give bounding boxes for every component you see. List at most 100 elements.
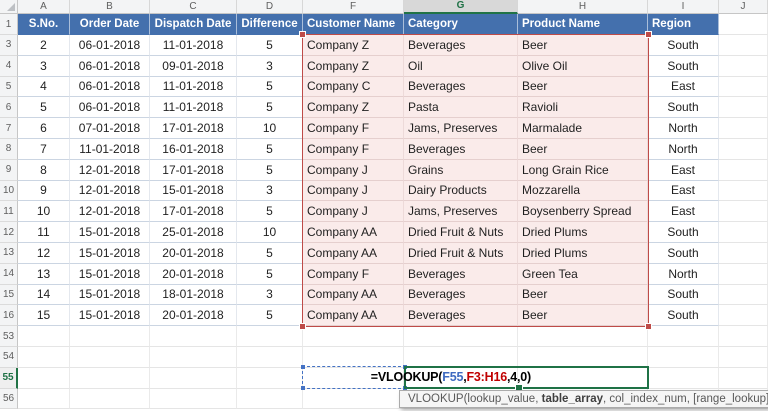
cell-J4[interactable] xyxy=(719,55,768,77)
cell-H5[interactable]: Beer xyxy=(518,76,648,98)
cell-D10[interactable]: 3 xyxy=(237,180,303,202)
cell-I12[interactable]: South xyxy=(648,222,719,243)
cell-F10[interactable]: Company J xyxy=(303,180,404,202)
cell-F11[interactable]: Company J xyxy=(303,201,404,223)
cell-B16[interactable]: 15-01-2018 xyxy=(70,305,150,327)
column-header-B[interactable]: B xyxy=(70,0,150,14)
cell-F13[interactable]: Company AA xyxy=(303,242,404,264)
cell-C4[interactable]: 09-01-2018 xyxy=(150,55,237,77)
formula-input[interactable]: =VLOOKUP(F55,F3:H16,4,0) xyxy=(295,367,531,388)
cell-B15[interactable]: 15-01-2018 xyxy=(70,284,150,306)
cell-A6[interactable]: 5 xyxy=(18,97,70,119)
row-header-14[interactable]: 14 xyxy=(0,263,18,285)
cell-G6[interactable]: Pasta xyxy=(404,97,518,119)
cell-D15[interactable]: 3 xyxy=(237,284,303,306)
cell-B55[interactable] xyxy=(70,367,150,389)
row-header-6[interactable]: 6 xyxy=(0,97,18,119)
cell-G16[interactable]: Beverages xyxy=(404,305,518,327)
cell-A5[interactable]: 4 xyxy=(18,76,70,98)
cell-H4[interactable]: Olive Oil xyxy=(518,55,648,77)
cell-C11[interactable]: 17-01-2018 xyxy=(150,201,237,223)
cell-G12[interactable]: Dried Fruit & Nuts xyxy=(404,222,518,243)
cell-G9[interactable]: Grains xyxy=(404,159,518,181)
cell-J55[interactable] xyxy=(719,367,768,389)
cell-A4[interactable]: 3 xyxy=(18,55,70,77)
cell-J14[interactable] xyxy=(719,263,768,285)
column-header-H[interactable]: H xyxy=(518,0,648,14)
cell-I4[interactable]: South xyxy=(648,55,719,77)
cell-I5[interactable]: East xyxy=(648,76,719,98)
cell-C56[interactable] xyxy=(150,388,237,410)
cell-F9[interactable]: Company J xyxy=(303,159,404,181)
cell-H53[interactable] xyxy=(518,326,648,347)
cell-H54[interactable] xyxy=(518,346,648,368)
cell-I3[interactable]: South xyxy=(648,35,719,56)
cell-I15[interactable]: South xyxy=(648,284,719,306)
cell-C8[interactable]: 16-01-2018 xyxy=(150,138,237,160)
row-header-3[interactable]: 3 xyxy=(0,35,18,56)
cell-H15[interactable]: Beer xyxy=(518,284,648,306)
cell-J9[interactable] xyxy=(719,159,768,181)
cell-G10[interactable]: Dairy Products xyxy=(404,180,518,202)
cell-J16[interactable] xyxy=(719,305,768,327)
cell-A55[interactable] xyxy=(18,367,70,389)
cell-F4[interactable]: Company Z xyxy=(303,55,404,77)
cell-C54[interactable] xyxy=(150,346,237,368)
cell-C55[interactable] xyxy=(150,367,237,389)
cell-G3[interactable]: Beverages xyxy=(404,35,518,56)
cell-J12[interactable] xyxy=(719,222,768,243)
cell-F56[interactable] xyxy=(303,388,404,410)
cell-G5[interactable]: Beverages xyxy=(404,76,518,98)
cell-B8[interactable]: 11-01-2018 xyxy=(70,138,150,160)
cell-H7[interactable]: Marmalade xyxy=(518,118,648,139)
cell-B54[interactable] xyxy=(70,346,150,368)
row-header-56[interactable]: 56 xyxy=(0,388,18,410)
cell-A3[interactable]: 2 xyxy=(18,35,70,56)
cell-A12[interactable]: 11 xyxy=(18,222,70,243)
cell-C16[interactable]: 20-01-2018 xyxy=(150,305,237,327)
cell-A7[interactable]: 6 xyxy=(18,118,70,139)
cell-C15[interactable]: 18-01-2018 xyxy=(150,284,237,306)
cell-B1[interactable]: Order Date xyxy=(70,14,150,35)
cell-J1[interactable] xyxy=(719,14,768,35)
cell-D14[interactable]: 5 xyxy=(237,263,303,285)
cell-B56[interactable] xyxy=(70,388,150,410)
cell-H8[interactable]: Beer xyxy=(518,138,648,160)
cell-G8[interactable]: Beverages xyxy=(404,138,518,160)
cell-A56[interactable] xyxy=(18,388,70,410)
cell-J54[interactable] xyxy=(719,346,768,368)
cell-D1[interactable]: Difference xyxy=(237,14,303,35)
cell-C53[interactable] xyxy=(150,326,237,347)
row-header-16[interactable]: 16 xyxy=(0,305,18,327)
cell-H16[interactable]: Beer xyxy=(518,305,648,327)
cell-A11[interactable]: 10 xyxy=(18,201,70,223)
row-header-55[interactable]: 55 xyxy=(0,367,18,389)
cell-F54[interactable] xyxy=(303,346,404,368)
row-header-9[interactable]: 9 xyxy=(0,159,18,181)
column-header-F[interactable]: F xyxy=(303,0,404,14)
cell-I13[interactable]: South xyxy=(648,242,719,264)
cell-A10[interactable]: 9 xyxy=(18,180,70,202)
cell-I54[interactable] xyxy=(648,346,719,368)
cell-F12[interactable]: Company AA xyxy=(303,222,404,243)
cell-D3[interactable]: 5 xyxy=(237,35,303,56)
cell-C7[interactable]: 17-01-2018 xyxy=(150,118,237,139)
cell-C12[interactable]: 25-01-2018 xyxy=(150,222,237,243)
cell-C6[interactable]: 11-01-2018 xyxy=(150,97,237,119)
cell-G54[interactable] xyxy=(404,346,518,368)
cell-I6[interactable]: South xyxy=(648,97,719,119)
cell-I9[interactable]: East xyxy=(648,159,719,181)
cell-C5[interactable]: 11-01-2018 xyxy=(150,76,237,98)
cell-H9[interactable]: Long Grain Rice xyxy=(518,159,648,181)
cell-D12[interactable]: 10 xyxy=(237,222,303,243)
row-header-5[interactable]: 5 xyxy=(0,76,18,98)
cell-F15[interactable]: Company AA xyxy=(303,284,404,306)
cell-H11[interactable]: Boysenberry Spread xyxy=(518,201,648,223)
cell-F6[interactable]: Company Z xyxy=(303,97,404,119)
cell-J7[interactable] xyxy=(719,118,768,139)
row-header-8[interactable]: 8 xyxy=(0,138,18,160)
cell-G14[interactable]: Beverages xyxy=(404,263,518,285)
cell-I8[interactable]: North xyxy=(648,138,719,160)
cell-C14[interactable]: 20-01-2018 xyxy=(150,263,237,285)
cell-A1[interactable]: S.No. xyxy=(18,14,70,35)
